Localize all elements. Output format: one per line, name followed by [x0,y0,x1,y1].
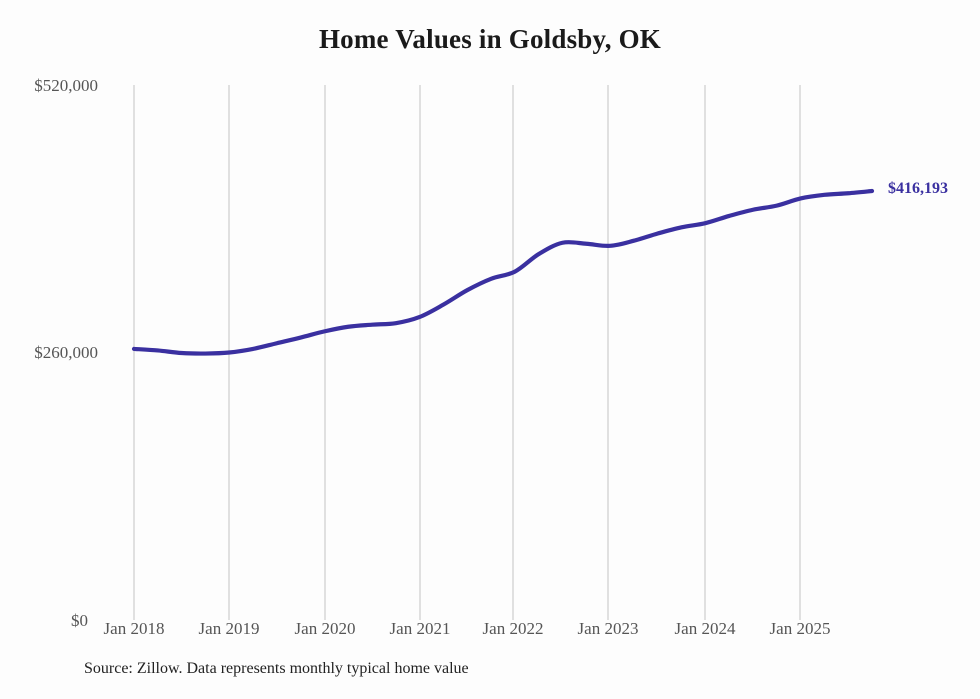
page-title: Home Values in Goldsby, OK [318,24,662,54]
source-note: Source: Zillow. Data represents monthly … [84,660,469,677]
x-tick-label-jan-2020: Jan 2020 [294,619,356,638]
x-tick-label-jan-2019: Jan 2019 [198,619,260,638]
x-tick-label-jan-2023: Jan 2023 [577,619,639,638]
y-tick-label-260000: $260,000 [34,343,98,362]
y-tick-label-0: $0 [71,611,88,630]
y-tick-label-520000: $520,000 [34,76,98,95]
x-tick-label-jan-2021: Jan 2021 [389,619,451,638]
x-tick-label-jan-2025: Jan 2025 [769,619,831,638]
x-tick-label-jan-2022: Jan 2022 [482,619,544,638]
x-tick-label-jan-2018: Jan 2018 [103,619,165,638]
home-value-line [131,188,875,356]
x-tick-label-jan-2024: Jan 2024 [674,619,736,638]
end-value-label: $416,193 [888,180,948,197]
